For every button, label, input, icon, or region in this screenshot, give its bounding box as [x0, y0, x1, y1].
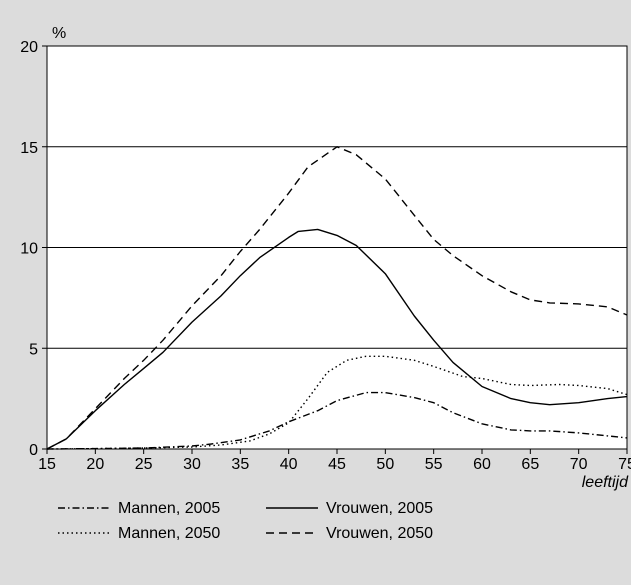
x-tick-label: 35 — [231, 456, 249, 473]
x-tick-label: 75 — [618, 456, 631, 473]
x-tick-label: 70 — [570, 456, 588, 473]
legend-label: Vrouwen, 2050 — [326, 525, 433, 542]
y-axis-label: % — [52, 25, 66, 42]
x-tick-label: 55 — [425, 456, 443, 473]
series-line — [46, 355, 628, 450]
y-tick-label: 0 — [29, 442, 38, 459]
y-tick-label: 15 — [20, 140, 38, 157]
legend-label: Mannen, 2050 — [118, 525, 220, 542]
x-axis-label: leeftijd — [582, 474, 629, 491]
x-tick-label: 25 — [135, 456, 153, 473]
y-tick-label: 5 — [29, 341, 38, 358]
x-tick-label: 20 — [86, 456, 104, 473]
x-tick-label: 40 — [280, 456, 298, 473]
x-tick-label: 45 — [328, 456, 346, 473]
x-tick-label: 30 — [183, 456, 201, 473]
series-line — [46, 228, 628, 450]
legend-label: Mannen, 2005 — [118, 500, 220, 517]
series-line — [46, 391, 628, 450]
axes: 0 5 10 15 20 15 20 25 30 35 40 45 50 55 60 65 70 75 — [20, 39, 631, 473]
x-tick-label: 50 — [376, 456, 394, 473]
x-tick-label: 60 — [473, 456, 491, 473]
plot-frame — [46, 45, 628, 450]
series-line — [46, 146, 628, 450]
x-tick-label: 15 — [38, 456, 56, 473]
y-tick-label: 10 — [20, 241, 38, 258]
legend: Mannen, 2005 Mannen, 2050 Vrouwen, 2005 Vro… — [58, 500, 433, 542]
x-tick-label: 65 — [521, 456, 539, 473]
series-lines — [46, 146, 628, 450]
y-tick-label: 20 — [20, 39, 38, 56]
legend-label: Vrouwen, 2005 — [326, 500, 433, 517]
